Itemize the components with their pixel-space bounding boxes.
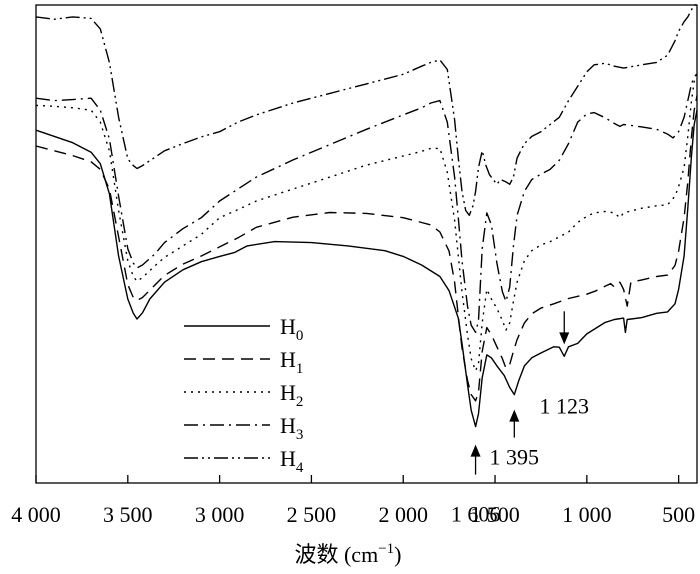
- x-tick-label: 500: [662, 502, 695, 527]
- x-axis-title: 波数 (cm−1): [294, 541, 401, 567]
- x-axis-title-sup: −1: [378, 541, 394, 557]
- legend-label-sub: 3: [296, 427, 304, 443]
- legend-label-sub: 4: [296, 460, 304, 476]
- annotations: 1 606 1 395 1 123: [451, 311, 589, 527]
- legend-label-main: H: [280, 446, 296, 471]
- series-line-h3: [35, 73, 698, 334]
- x-axis-title-main: 波数 (cm: [294, 542, 378, 567]
- legend-label-sub: 1: [296, 361, 304, 377]
- legend-label-h3: H3: [280, 413, 303, 443]
- annotation-label: 1 123: [539, 393, 589, 418]
- x-tick-label: 3 000: [195, 502, 245, 527]
- x-tick-label: 1 000: [562, 502, 612, 527]
- legend-label-h1: H1: [280, 347, 303, 377]
- legend-label-main: H: [280, 380, 296, 405]
- x-axis-ticks: 4 000 3 500 3 000 2 500 2 000 1 500 1 000 500: [11, 475, 695, 527]
- legend-label-h0: H0: [280, 314, 303, 344]
- legend-label-sub: 0: [296, 328, 304, 344]
- x-tick-label: 2 000: [378, 502, 428, 527]
- x-axis-title-close: ): [394, 542, 401, 567]
- series-line-h2: [35, 71, 698, 372]
- x-tick-label: 3 500: [103, 502, 153, 527]
- annotation-arrow-head: [470, 444, 481, 457]
- legend-label-main: H: [280, 347, 296, 372]
- series-line-h0: [35, 110, 698, 428]
- x-tick-label: 1 500: [470, 502, 520, 527]
- legend-label-h2: H2: [280, 380, 303, 410]
- annotation-label: 1 606: [451, 502, 501, 527]
- legend-label-main: H: [280, 314, 296, 339]
- annotation-arrow-head: [559, 332, 570, 345]
- legend-label-main: H: [280, 413, 296, 438]
- annotation-arrow-head: [509, 409, 520, 422]
- series-line-h1: [35, 95, 698, 402]
- x-tick-label: 4 000: [11, 502, 61, 527]
- x-tick-label: 2 500: [287, 502, 337, 527]
- plot-frame: [35, 4, 698, 484]
- series-layer: [35, 4, 698, 428]
- annotation-label: 1 395: [490, 445, 540, 470]
- series-line-h4: [35, 4, 697, 216]
- legend-label-sub: 2: [296, 394, 304, 410]
- legend-label-h4: H4: [280, 446, 304, 476]
